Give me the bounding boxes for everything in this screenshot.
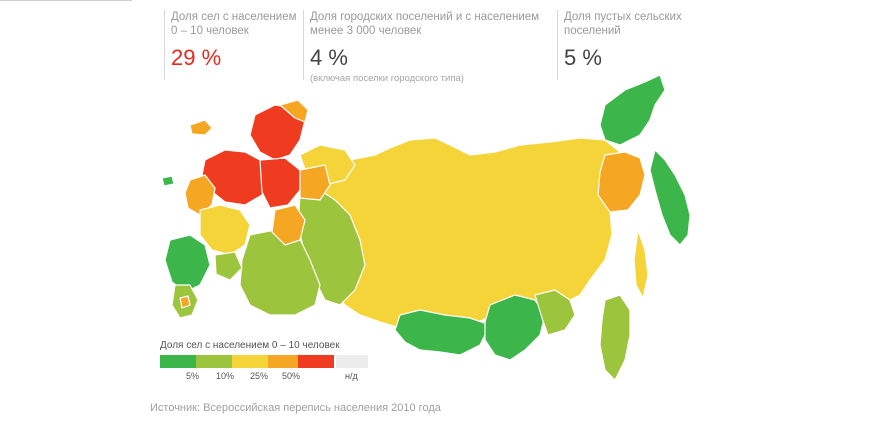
legend-swatch-no-data bbox=[336, 355, 368, 368]
region-sakhalin bbox=[633, 229, 649, 299]
legend-tick-5: 5% bbox=[186, 371, 200, 381]
stat-value: 29 % bbox=[171, 45, 222, 70]
stat-empty-villages-share: Доля сел с населением 0 – 10 человек 29 … bbox=[164, 10, 301, 80]
region-kursk bbox=[214, 251, 243, 281]
stat-label: Доля сел с населением 0 – 10 человек bbox=[171, 10, 301, 38]
legend-tick-25: 25% bbox=[250, 371, 269, 381]
region-komi bbox=[299, 164, 331, 201]
region-novaya-zemlya bbox=[189, 119, 213, 136]
region-black-earth bbox=[199, 204, 251, 256]
source-note: Источник: Всероссийская перепись населен… bbox=[150, 402, 441, 414]
legend-tick-10: 10% bbox=[216, 371, 235, 381]
region-magadan bbox=[597, 151, 646, 213]
stat-empty-rural-share: Доля пустых сельских поселений 5 % bbox=[557, 10, 704, 80]
region-zabaikalye bbox=[534, 289, 576, 336]
region-perm bbox=[271, 204, 306, 246]
legend-swatch-orange bbox=[268, 355, 304, 368]
stat-label-line1: Доля городских поселений и с населением bbox=[310, 11, 540, 23]
stat-label-line2: поселений bbox=[564, 25, 621, 37]
stat-label-line1: Доля пустых сельских bbox=[564, 11, 682, 23]
region-central bbox=[259, 157, 301, 209]
top-rule bbox=[0, 0, 132, 1]
region-chukotka bbox=[599, 74, 666, 146]
stat-label-line2: менее 3 000 человек bbox=[310, 25, 422, 37]
legend-swatch-green bbox=[160, 355, 196, 368]
legend-title: Доля сел с населением 0 – 10 человек bbox=[160, 340, 340, 351]
stat-urban-settlements-share: Доля городских поселений и с населением … bbox=[303, 10, 550, 84]
region-primorye bbox=[599, 294, 631, 381]
region-buryatia bbox=[484, 294, 546, 361]
region-north-ossetia bbox=[179, 295, 191, 309]
region-kaliningrad bbox=[161, 175, 175, 187]
stat-value: 4 % bbox=[310, 45, 348, 70]
stat-label: Доля пустых сельских поселений bbox=[564, 10, 704, 38]
legend-tick-50: 50% bbox=[282, 371, 301, 381]
legend-swatch-lime bbox=[196, 355, 232, 368]
region-altai-tuva bbox=[394, 309, 491, 356]
legend-swatch-yellow bbox=[232, 355, 268, 368]
region-south bbox=[164, 234, 211, 293]
stat-label: Доля городских поселений и с населением … bbox=[310, 10, 550, 38]
region-siberia bbox=[299, 137, 621, 333]
stat-label-line1: Доля сел с населением bbox=[171, 11, 297, 23]
russia-regions-map bbox=[161, 74, 691, 381]
stat-note: (включая поселки городского типа) bbox=[310, 73, 464, 84]
stat-value: 5 % bbox=[564, 45, 602, 70]
legend-tick-no-data: н/д bbox=[345, 371, 358, 381]
legend-swatch-red bbox=[298, 355, 334, 368]
region-kamchatka bbox=[649, 149, 691, 246]
region-arkhangelsk bbox=[279, 99, 309, 123]
stat-label-line2: 0 – 10 человек bbox=[171, 25, 249, 37]
